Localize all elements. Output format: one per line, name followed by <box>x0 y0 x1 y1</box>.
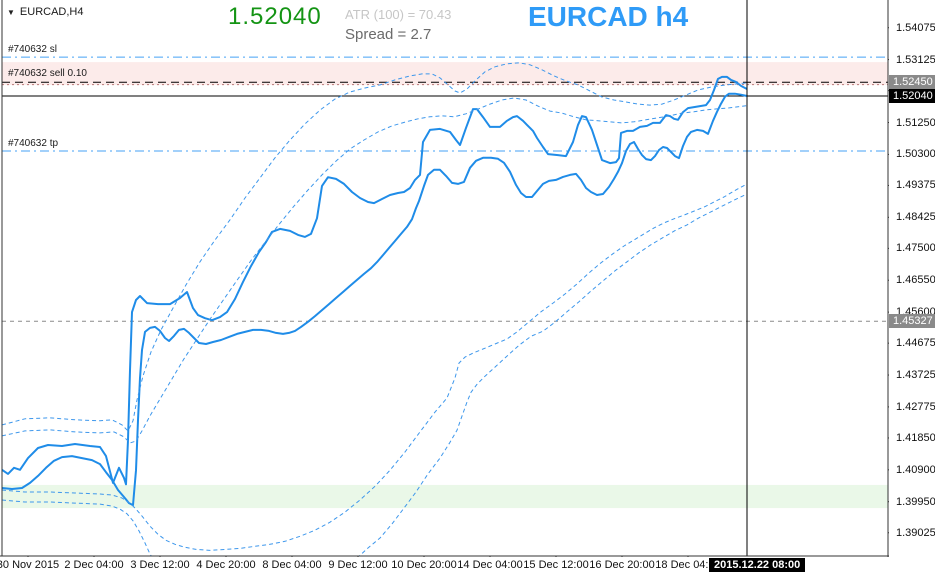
order-stoploss-label[interactable]: #740632 sl <box>8 44 57 56</box>
chart-watermark: EURCAD h4 <box>528 1 689 32</box>
price-tick-label: 1.48425 <box>896 211 935 224</box>
price-tick-label: 1.53125 <box>896 53 935 66</box>
time-tick-label: 30 Nov 2015 <box>0 559 60 571</box>
price-tick-label: 1.47500 <box>896 242 935 255</box>
support-zone <box>2 484 888 509</box>
time-tick-label: 8 Dec 04:00 <box>262 559 322 571</box>
price-line <box>2 75 748 486</box>
symbol-label: EURCAD,H4 <box>19 6 84 18</box>
band-upper-inner <box>2 97 748 444</box>
ma-line <box>2 92 748 507</box>
price-tick-label: 1.39950 <box>896 495 935 508</box>
order-takeprofit-label[interactable]: #740632 tp <box>8 138 59 150</box>
time-tick-label: 4 Dec 20:00 <box>196 559 256 571</box>
price-badge-1.52040: 1.52040 <box>889 89 935 103</box>
current-time-badge: 2015.12.22 08:00 <box>709 558 806 572</box>
price-axis[interactable]: 1.540751.531251.522001.512501.503001.493… <box>889 0 935 578</box>
time-tick-label: 9 Dec 12:00 <box>328 559 388 571</box>
dropdown-arrow-icon: ▼ <box>7 7 15 17</box>
price-tick-label: 1.49375 <box>896 179 935 192</box>
band-upper-outer <box>2 62 748 432</box>
price-tick-label: 1.54075 <box>896 21 935 34</box>
time-axis[interactable]: 30 Nov 2015 2 Dec 04:00 3 Dec 12:00 4 Dec 2… <box>0 557 935 578</box>
symbol-selector[interactable]: ▼ EURCAD,H4 <box>7 6 84 18</box>
spread-label: Spread = 2.7 <box>345 26 432 43</box>
atr-indicator-label: ATR (100) = 70.43 <box>345 7 452 22</box>
price-tick-label: 1.51250 <box>896 116 935 129</box>
price-tick-label: 1.43725 <box>896 369 935 382</box>
time-tick-label: 15 Dec 12:00 <box>523 559 589 571</box>
price-tick-label: 1.40900 <box>896 463 935 476</box>
time-tick-label: 14 Dec 04:00 <box>457 559 523 571</box>
current-price-display: 1.52040 <box>228 3 322 30</box>
band-lower-outer-left <box>2 499 152 556</box>
time-tick-label: 3 Dec 12:00 <box>130 559 190 571</box>
order-sell-label[interactable]: #740632 sell 0.10 <box>8 68 87 80</box>
price-tick-label: 1.46550 <box>896 274 935 287</box>
price-tick-label: 1.50300 <box>896 148 935 161</box>
time-tick-label: 10 Dec 20:00 <box>391 559 457 571</box>
time-tick-label: 2 Dec 04:00 <box>64 559 124 571</box>
price-tick-label: 1.42775 <box>896 400 935 413</box>
price-badge-1.52450: 1.52450 <box>889 75 935 90</box>
price-tick-label: 1.39025 <box>896 526 935 539</box>
price-tick-label: 1.41850 <box>896 431 935 444</box>
band-lower-outer-right <box>358 193 748 556</box>
time-tick-label: 18 Dec 04:00 <box>655 559 721 571</box>
sell-zone <box>2 62 888 85</box>
price-badge-1.45327: 1.45327 <box>889 314 935 329</box>
time-tick-label: 16 Dec 20:00 <box>589 559 655 571</box>
band-lower-inner <box>2 183 748 551</box>
price-tick-label: 1.44675 <box>896 337 935 350</box>
